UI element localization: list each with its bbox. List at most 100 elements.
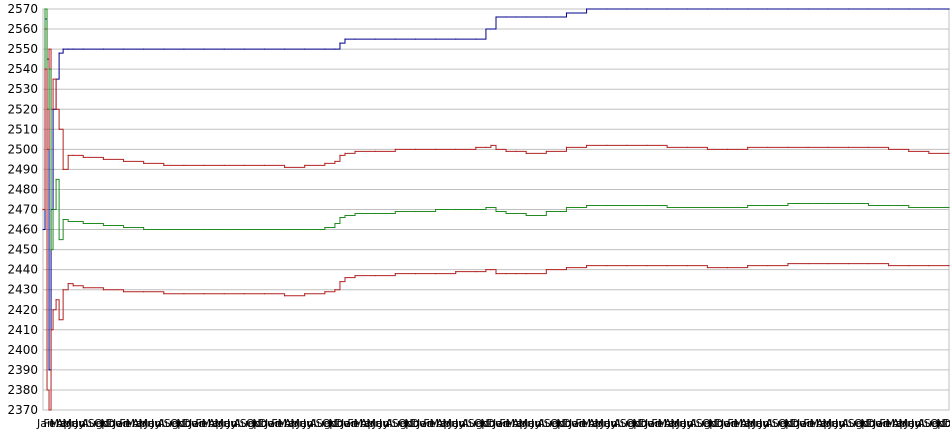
series-2-point	[505, 150, 507, 152]
series-4-point	[515, 273, 517, 275]
x-tick-label: Sep	[620, 417, 641, 430]
x-tick-label: Aug	[537, 417, 558, 430]
x-tick-label: Aug	[233, 417, 254, 430]
series-1-point	[888, 8, 890, 10]
series-1-point	[339, 42, 341, 44]
x-tick-label: Oct	[550, 417, 570, 430]
series-2-point	[726, 148, 729, 150]
x-tick-label: Mar	[582, 417, 603, 430]
y-tick-label: 2410	[7, 323, 38, 337]
x-tick-label: Nov	[708, 417, 730, 430]
x-tick-label: Dec	[335, 417, 356, 430]
x-tick-label: Jun	[68, 417, 86, 430]
series-1-point	[354, 38, 356, 40]
x-tick-label: Feb	[43, 417, 62, 430]
series-2-point	[807, 146, 809, 148]
series-4-point	[485, 269, 487, 271]
series-2-point	[847, 146, 849, 148]
x-tick-label: Jan	[644, 417, 662, 430]
x-tick-label: Jan	[36, 417, 54, 430]
series-2-point	[324, 162, 326, 164]
x-tick-label: Jun	[372, 417, 390, 430]
series-3-point	[243, 228, 245, 231]
series-3-point	[787, 202, 789, 205]
y-tick-label: 2550	[7, 42, 38, 56]
series-4-point	[52, 309, 54, 311]
x-tick-label: Mar	[810, 417, 831, 430]
series-3-point	[163, 228, 165, 231]
x-tick-label: Apr	[56, 417, 76, 430]
x-tick-label: Aug	[689, 417, 710, 430]
series-3-point	[263, 228, 266, 231]
series-2-point	[374, 150, 376, 152]
x-tick-label: May	[670, 417, 693, 430]
x-tick-label: Apr	[816, 417, 836, 430]
x-tick-label: Jun	[296, 417, 314, 430]
x-tick-label: Nov	[252, 417, 274, 430]
series-2-point	[606, 144, 608, 146]
series-2-point	[586, 144, 588, 146]
series-2-point	[223, 164, 225, 166]
series-2-point	[515, 150, 517, 152]
series-3-point	[203, 228, 205, 231]
x-tick-label: Aug	[309, 417, 330, 430]
series-3-point	[490, 206, 492, 209]
series-3-point	[726, 206, 729, 209]
series-4-point	[44, 68, 46, 70]
series-2-point	[183, 164, 185, 166]
series-4-point	[948, 265, 950, 267]
series-2-point	[485, 146, 487, 148]
series-2-point	[82, 156, 84, 158]
x-tick-label: Apr	[588, 417, 608, 430]
y-tick-label: 2540	[7, 62, 38, 76]
series-3-point	[545, 210, 547, 213]
series-3-point	[344, 214, 346, 217]
series-3-point	[435, 208, 437, 211]
x-tick-label: Nov	[404, 417, 426, 430]
x-tick-label: May	[898, 417, 921, 430]
series-3-point	[485, 206, 487, 209]
series-2-point	[58, 128, 60, 130]
series-2-point	[525, 152, 527, 154]
x-tick-label: Apr	[436, 417, 456, 430]
series-2-point	[686, 146, 688, 148]
y-tick-label: 2480	[7, 182, 38, 196]
y-tick-label: 2450	[7, 243, 38, 257]
x-tick-label: Jul	[378, 417, 392, 430]
x-tick-label: Nov	[176, 417, 198, 430]
x-tick-label: Apr	[740, 417, 760, 430]
x-tick-label: Jan	[872, 417, 890, 430]
x-tick-label: May	[290, 417, 313, 430]
series-2-point	[72, 154, 74, 156]
x-tick-label: Mar	[734, 417, 755, 430]
series-1-point	[324, 48, 326, 50]
series-1-point	[475, 38, 477, 40]
series-3-point	[626, 204, 628, 207]
y-axis: 2370 2380 2390 2400 2410 2420 2430 2440 2450 2460…	[7, 2, 38, 417]
series-1-point	[58, 52, 60, 54]
series-2-point	[143, 162, 145, 164]
series-1-point	[666, 8, 668, 10]
x-tick-label: Jul	[74, 417, 88, 430]
x-tick-label: Jun	[904, 417, 922, 430]
x-tick-label: Jun	[752, 417, 770, 430]
series-4-point	[339, 281, 341, 283]
series-4-point	[455, 271, 457, 273]
x-tick-label: May	[746, 417, 769, 430]
series-4-point	[284, 295, 286, 297]
series-3-point	[414, 210, 417, 213]
series-4-point	[354, 275, 356, 277]
series-2-point	[475, 146, 477, 148]
x-tick-label: Jul	[530, 417, 544, 430]
y-tick-label: 2470	[7, 203, 38, 217]
x-tick-label: Jul	[454, 417, 468, 430]
y-tick-label: 2570	[7, 2, 38, 16]
series-3-point	[122, 226, 125, 229]
x-tick-label: Jul	[682, 417, 696, 430]
series-4-point	[374, 275, 376, 277]
y-tick-label: 2380	[7, 383, 38, 397]
x-tick-label: Sep	[848, 417, 869, 430]
series-4-point	[163, 293, 165, 295]
series-2-point	[52, 78, 54, 80]
series-3-point	[646, 204, 648, 207]
